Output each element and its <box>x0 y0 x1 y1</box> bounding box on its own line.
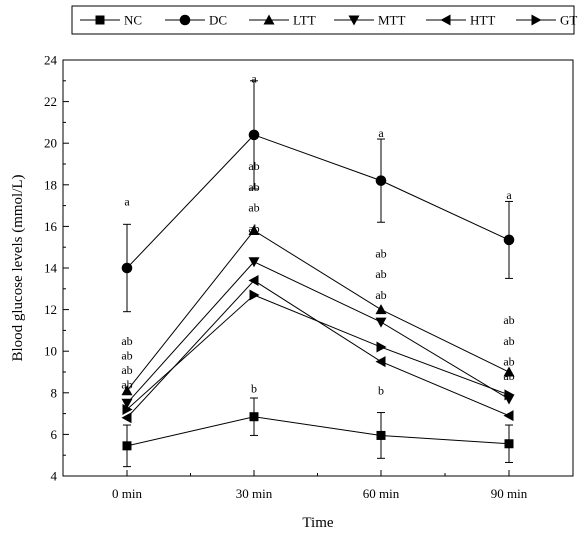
series-line <box>126 279 510 419</box>
legend-item-ltt: LTT <box>249 13 316 28</box>
data-point <box>249 289 260 301</box>
y-tick-label: 22 <box>44 94 57 109</box>
significance-label: ab <box>248 221 259 235</box>
legend-marker <box>263 14 275 25</box>
data-point <box>503 366 515 377</box>
series-mtt <box>121 257 515 409</box>
y-tick-label: 6 <box>51 427 58 442</box>
y-tick-label: 4 <box>51 469 58 484</box>
significance-label: a <box>378 126 384 140</box>
plot-frame <box>62 59 574 477</box>
y-tick-label: 12 <box>44 302 57 317</box>
x-axis-title: Time <box>302 515 333 531</box>
y-tick-label: 10 <box>44 344 57 359</box>
data-point <box>503 410 514 422</box>
significance-label: ab <box>503 369 514 383</box>
data-point <box>375 317 387 328</box>
series-line <box>126 261 510 404</box>
significance-label: ab <box>121 377 132 391</box>
data-point <box>375 356 386 368</box>
legend-item-dc: DC <box>165 13 227 28</box>
series-layer <box>121 80 515 468</box>
significance-label: a <box>251 72 257 86</box>
series-line <box>126 134 510 269</box>
y-tick-label: 14 <box>44 261 58 276</box>
data-point <box>122 441 132 451</box>
series-line <box>126 229 510 392</box>
series-line <box>126 294 510 410</box>
y-tick-label: 18 <box>44 177 57 192</box>
legend-marker <box>440 14 451 26</box>
data-point <box>376 341 387 353</box>
legend-marker <box>531 14 542 26</box>
legend-label: NC <box>124 13 142 28</box>
significance-label: ab <box>121 363 132 377</box>
y-axis-title: Blood glucose levels (mmol/L) <box>10 174 26 361</box>
data-point <box>375 304 387 315</box>
significance-label: ab <box>248 201 259 215</box>
legend-marker <box>179 14 191 26</box>
significance-label: ab <box>503 334 514 348</box>
significance-label: a <box>506 188 512 202</box>
series-dc <box>121 80 515 313</box>
significance-label: ab <box>503 313 514 327</box>
data-point <box>503 234 515 246</box>
significance-label: a <box>124 194 130 208</box>
axes: 4 6 8 10 12 14 16 18 20 22 24 0 min 30 min 60 min 90 m… <box>44 53 574 501</box>
legend-label: DC <box>209 13 227 28</box>
series-nc <box>122 397 514 468</box>
data-point <box>504 389 515 401</box>
legend-label: HTT <box>470 13 495 28</box>
legend-marker <box>348 15 360 26</box>
data-point <box>504 439 514 449</box>
legend-item-gt: GT <box>516 13 577 28</box>
data-point <box>122 403 133 415</box>
series-gt <box>122 289 515 415</box>
data-point <box>248 225 260 236</box>
significance-label: ab <box>248 180 259 194</box>
legend-item-mtt: MTT <box>334 13 406 28</box>
series-line <box>126 416 510 447</box>
legend-marker <box>95 15 105 25</box>
significance-label: ab <box>503 355 514 369</box>
legend-label: LTT <box>293 13 316 28</box>
series-ltt <box>121 225 515 396</box>
y-tick-label: 24 <box>44 53 58 68</box>
x-tick-label: 90 min <box>491 486 528 501</box>
data-point <box>121 398 133 409</box>
x-tick-label: 0 min <box>112 486 142 501</box>
x-tick-label: 60 min <box>363 486 400 501</box>
significance-label: b <box>378 384 384 398</box>
data-point <box>248 274 259 286</box>
x-tick-label: 30 min <box>236 486 273 501</box>
significance-label: ab <box>121 348 132 362</box>
legend-box <box>71 5 575 35</box>
data-point <box>376 430 386 440</box>
data-point <box>121 262 133 274</box>
data-point <box>248 257 260 268</box>
significance-label: ab <box>375 267 386 281</box>
y-tick-label: 16 <box>44 219 58 234</box>
data-point <box>121 385 133 396</box>
data-point <box>248 129 260 141</box>
legend-item-nc: NC <box>80 13 142 28</box>
significance-label: ab <box>375 288 386 302</box>
series-htt <box>121 274 514 424</box>
legend-label: GT <box>560 13 577 28</box>
data-point <box>375 175 387 186</box>
significance-label: ab <box>248 159 259 173</box>
legend: NC DC LTT MTT HTT GT <box>71 5 577 35</box>
y-tick-label: 20 <box>44 136 57 151</box>
data-point <box>249 412 259 422</box>
significance-label: ab <box>121 334 132 348</box>
data-point <box>121 412 132 424</box>
legend-item-htt: HTT <box>426 13 495 28</box>
y-tick-label: 8 <box>51 385 58 400</box>
significance-label: ab <box>375 246 386 260</box>
legend-label: MTT <box>378 13 406 28</box>
significance-label: b <box>251 382 257 396</box>
